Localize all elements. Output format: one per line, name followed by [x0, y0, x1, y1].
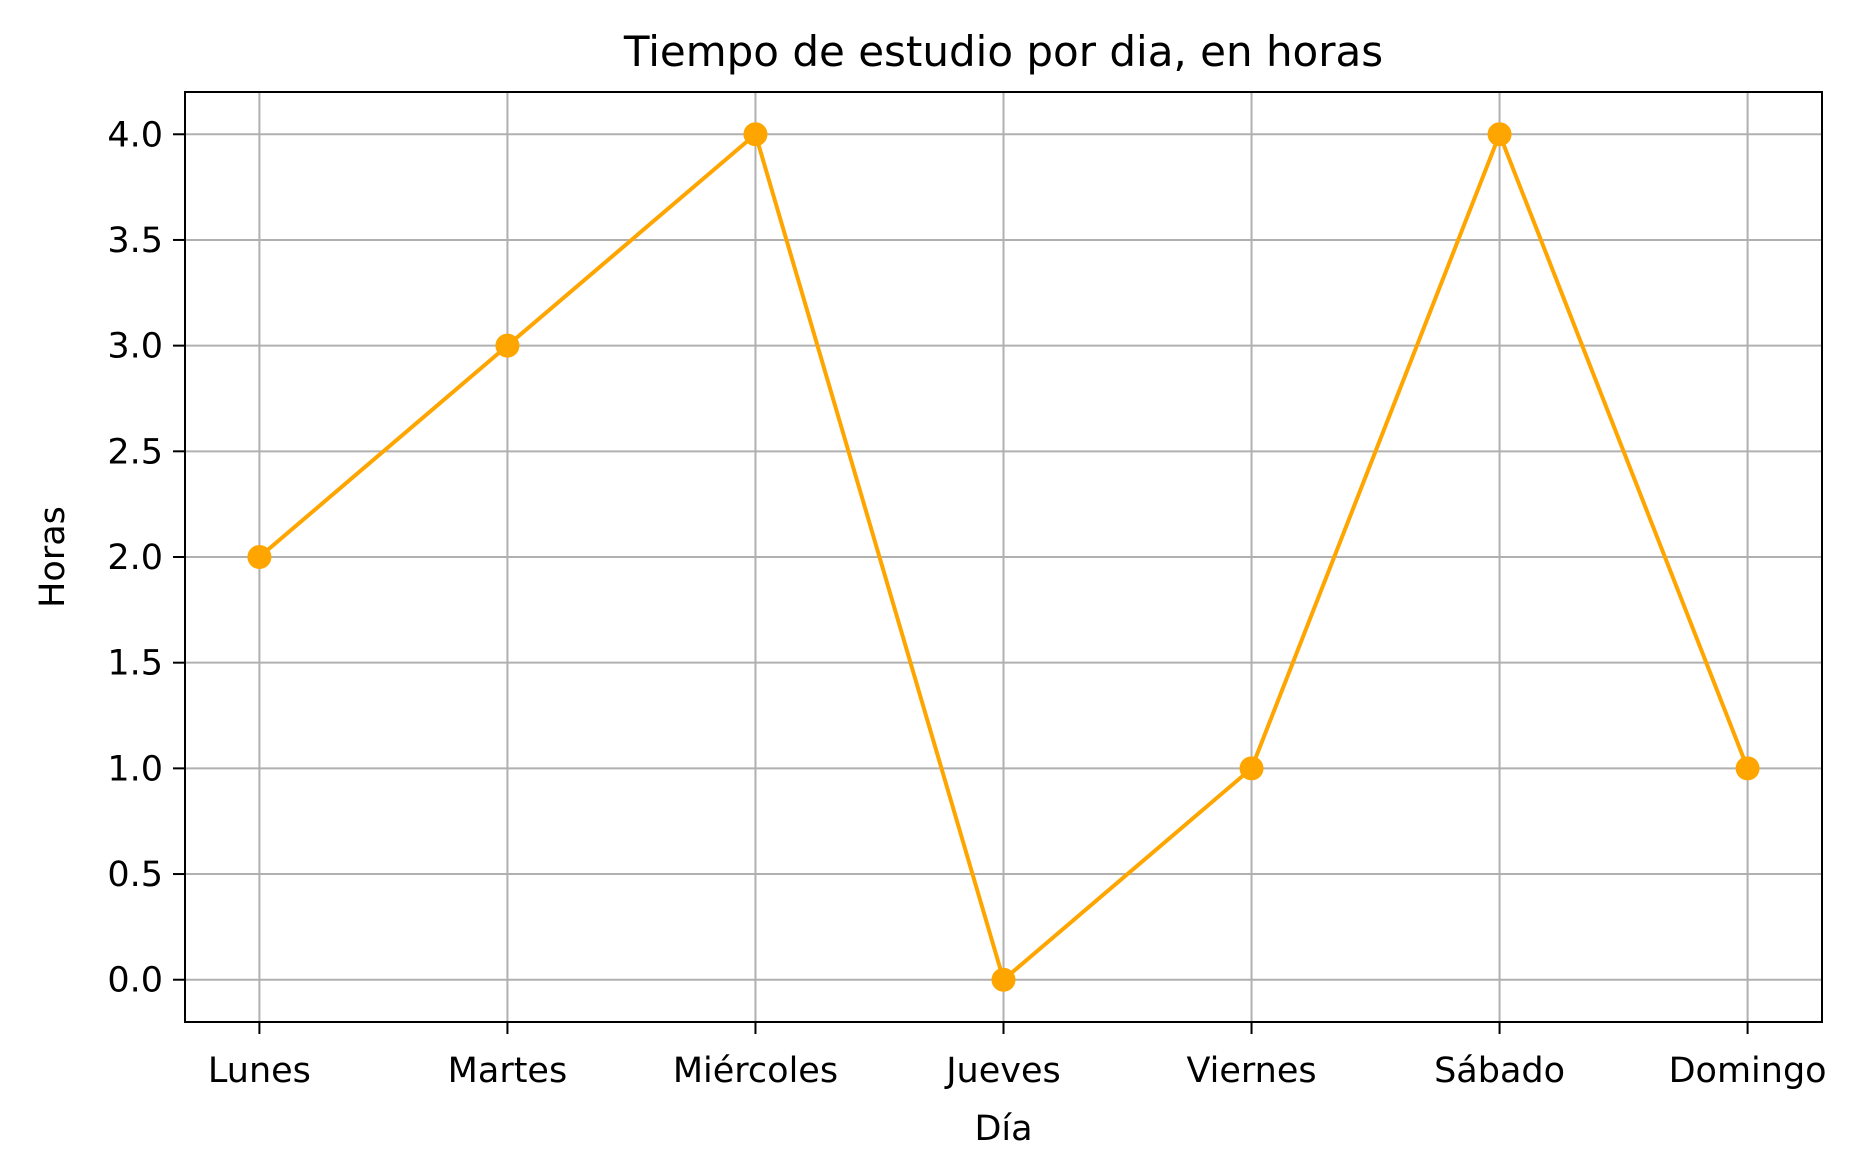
x-tick-label: Martes	[448, 1051, 568, 1091]
data-point	[247, 545, 272, 569]
x-tick-label: Miércoles	[673, 1051, 838, 1091]
data-point	[1239, 756, 1264, 781]
x-tick-label: Lunes	[208, 1051, 311, 1091]
y-tick-label: 4.0	[107, 115, 163, 155]
y-tick-label: 3.5	[107, 221, 163, 261]
y-tick-label: 2.0	[107, 538, 163, 578]
y-axis-label: Horas	[33, 506, 73, 608]
grid-lines	[185, 92, 1822, 1022]
y-tick-label: 3.0	[107, 327, 163, 367]
y-tick-label: 2.5	[107, 432, 163, 472]
data-point	[1735, 756, 1760, 781]
y-tick-label: 1.5	[107, 644, 163, 684]
data-point	[1487, 122, 1512, 147]
x-tick-label: Viernes	[1186, 1051, 1316, 1091]
data-point	[495, 333, 520, 358]
chart-title: Tiempo de estudio por dia, en horas	[623, 27, 1383, 76]
y-tick-label: 0.5	[107, 855, 163, 895]
data-point	[991, 967, 1016, 992]
x-tick-label: Domingo	[1669, 1051, 1827, 1091]
x-axis-label: Día	[974, 1109, 1032, 1149]
data-point	[743, 122, 768, 147]
series-layer	[247, 122, 1760, 992]
x-tick-label: Sábado	[1434, 1051, 1565, 1091]
y-tick-label: 0.0	[107, 961, 163, 1001]
x-tick-label: Jueves	[944, 1051, 1061, 1091]
y-tick-label: 1.0	[107, 749, 163, 789]
axis-ticks: Lunes Martes Miércoles Jueves Viernes Sábado D…	[107, 115, 1826, 1091]
